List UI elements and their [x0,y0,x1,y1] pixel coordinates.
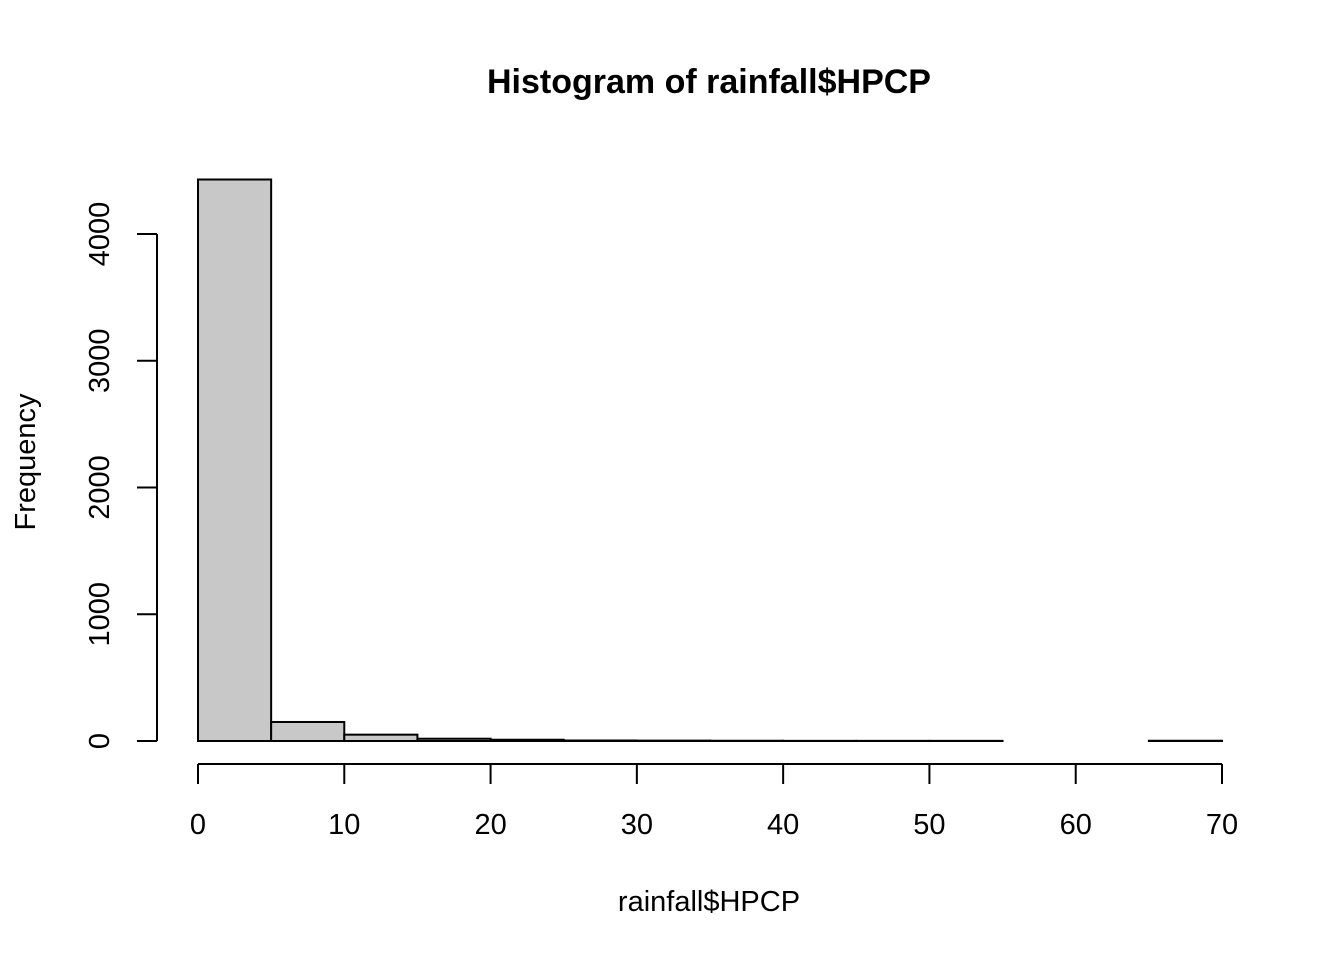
x-axis: 0 10 20 30 40 50 60 70 [190,763,1238,841]
y-axis-label: Frequency [10,393,42,531]
x-axis-label: rainfall$HPCP [618,886,800,918]
histogram-bar-0-5 [197,178,273,742]
x-tick-label-60: 60 [1060,809,1092,841]
x-tick-label-40: 40 [767,809,799,841]
x-tick-label-0: 0 [190,809,206,841]
x-tick-label-30: 30 [621,809,653,841]
x-tick-label-20: 20 [474,809,506,841]
histogram-bar-10-15 [343,733,419,742]
histogram-bar-5-10 [270,720,346,742]
histogram-bar-15-20 [416,737,492,743]
histogram-bar-25-30 [562,739,638,742]
y-tick-label-3000: 3000 [84,328,116,393]
chart-title: Histogram of rainfall$HPCP [487,63,931,101]
y-axis: 0 1000 2000 3000 4000 [84,202,158,749]
y-tick-label-4000: 4000 [84,202,116,267]
x-tick-label-70: 70 [1206,809,1238,841]
x-tick-label-50: 50 [913,809,945,841]
bars-group [197,178,1224,743]
y-tick-label-1000: 1000 [84,582,116,647]
y-tick-label-2000: 2000 [84,455,116,520]
x-tick-label-10: 10 [328,809,360,841]
histogram-bar-20-25 [489,738,565,742]
y-tick-label-0: 0 [84,733,116,749]
